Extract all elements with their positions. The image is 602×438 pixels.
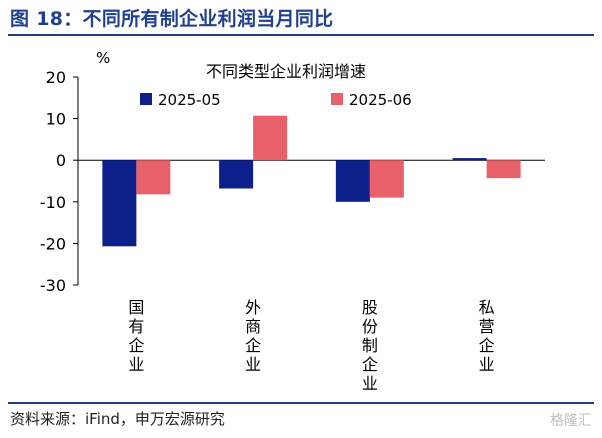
y-axis-unit: % (96, 49, 110, 67)
figure-footer: 资料来源：iFind，申万宏源研究 格隆汇 (0, 400, 602, 438)
bar (486, 160, 521, 179)
bar (219, 160, 254, 189)
bar (136, 160, 171, 195)
y-tick-label: -20 (40, 234, 66, 253)
figure-label: 图 18：不同所有制企业利润当月同比 (10, 8, 334, 30)
chart-title: 不同类型企业利润增速 (206, 62, 366, 81)
x-category-label: 私营企业 (479, 298, 495, 374)
y-tick-label: -10 (40, 193, 66, 212)
bar (253, 115, 288, 161)
figure-header: 图 18：不同所有制企业利润当月同比 (0, 0, 602, 36)
y-tick-label: 10 (46, 110, 66, 129)
bar (452, 158, 487, 161)
y-tick-label: -30 (40, 276, 66, 295)
y-tick-label: 20 (46, 68, 66, 87)
legend-swatch (331, 93, 343, 105)
x-category-label: 国有企业 (128, 298, 144, 374)
bar (102, 160, 137, 247)
watermark: 格隆汇 (550, 413, 592, 429)
x-category-label: 外商企业 (245, 298, 261, 374)
chart-bars (102, 115, 521, 247)
bar (335, 160, 370, 202)
legend-label: 2025-05 (158, 91, 221, 109)
source-note: 资料来源：iFind，申万宏源研究 (10, 410, 225, 428)
footer-rule (8, 402, 594, 404)
bar-chart: 20 10 0 -10 -20 -30% 不同类型企业利润增速 2025-05 2025-06 国… (40, 49, 545, 393)
chart-labels: 20 10 0 -10 -20 -30% 不同类型企业利润增速 2025-05 2025-06 国… (40, 49, 495, 393)
x-category-label: 股份制企业 (362, 298, 378, 393)
y-tick-label: 0 (56, 151, 66, 170)
header-rule (8, 34, 594, 36)
legend-label: 2025-06 (349, 91, 412, 109)
bar (369, 160, 404, 198)
legend-swatch (140, 93, 152, 105)
